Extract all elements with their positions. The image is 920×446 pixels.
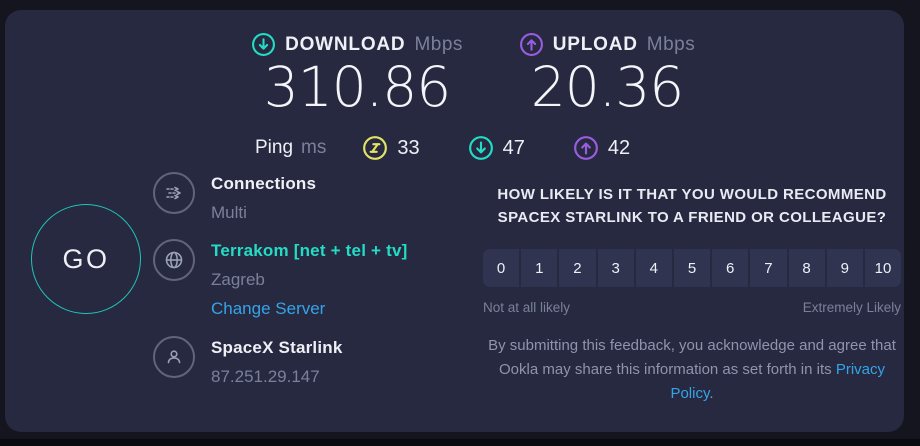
- isp-row: SpaceX Starlink 87.251.29.147: [153, 336, 343, 387]
- rating-box-2[interactable]: 2: [559, 249, 596, 287]
- ping-row: Ping ms 33 47: [255, 132, 630, 164]
- upload-unit: Mbps: [646, 33, 696, 55]
- connections-row: Connections Multi: [153, 172, 316, 223]
- isp-ip: 87.251.29.147: [211, 367, 320, 386]
- scale-max-label: Extremely Likely: [802, 300, 901, 315]
- feedback-question: HOW LIKELY IS IT THAT YOU WOULD RECOMMEN…: [497, 186, 887, 226]
- disclaimer-text-before: By submitting this feedback, you acknowl…: [488, 337, 896, 378]
- window-bottom-edge: [0, 439, 920, 446]
- upload-metric: UPLOAD Mbps 20.36: [477, 32, 737, 117]
- rating-box-3[interactable]: 3: [597, 249, 634, 287]
- download-unit: Mbps: [414, 33, 463, 55]
- download-arrow-icon: [251, 32, 276, 57]
- go-button[interactable]: GO: [31, 204, 141, 314]
- ping-download-value: 47: [502, 136, 525, 159]
- results-card: DOWNLOAD Mbps 310.86 UPLOAD Mbps 20.36 P…: [5, 10, 904, 432]
- ping-idle-item: 33: [362, 135, 420, 161]
- rating-box-7[interactable]: 7: [750, 249, 787, 287]
- connections-label: Connections: [211, 174, 317, 193]
- rating-box-9[interactable]: 9: [826, 249, 863, 287]
- disclaimer-text-after: .: [709, 385, 714, 402]
- scale-min-label: Not at all likely: [483, 300, 571, 315]
- feedback-disclaimer: By submitting this feedback, you acknowl…: [483, 334, 901, 406]
- server-row: Terrakom [net + tel + tv] Zagreb Change …: [153, 239, 407, 319]
- rating-box-1[interactable]: 1: [521, 249, 558, 287]
- rating-scale: 0 1 2 3 4 5 6 7 8 9 10: [483, 249, 901, 287]
- ping-download-item: 47: [468, 135, 525, 161]
- rating-box-6[interactable]: 6: [712, 249, 749, 287]
- server-location: Zagreb: [211, 270, 265, 289]
- globe-icon: [153, 239, 195, 281]
- ping-idle-value: 33: [397, 136, 420, 159]
- download-metric: DOWNLOAD Mbps 310.86: [227, 32, 487, 117]
- upload-arrow-icon: [519, 32, 544, 57]
- feedback-panel: HOW LIKELY IS IT THAT YOU WOULD RECOMMEN…: [483, 183, 901, 406]
- upload-label: UPLOAD: [552, 33, 638, 55]
- ping-upload-value: 42: [607, 136, 631, 159]
- server-name: Terrakom [net + tel + tv]: [211, 241, 408, 260]
- ping-upload-item: 42: [573, 135, 630, 161]
- upload-value: 20.36: [530, 55, 684, 119]
- person-icon: [153, 336, 195, 378]
- download-value: 310.86: [263, 55, 451, 119]
- rating-box-5[interactable]: 5: [673, 249, 711, 287]
- download-label: DOWNLOAD: [285, 33, 406, 55]
- ping-unit: ms: [301, 137, 327, 158]
- connections-icon: [153, 172, 195, 214]
- ping-idle-icon: [362, 135, 388, 161]
- change-server-link[interactable]: Change Server: [211, 299, 326, 318]
- rating-box-10[interactable]: 10: [864, 249, 901, 287]
- ping-label: Ping: [255, 137, 294, 158]
- connections-value: Multi: [211, 203, 247, 222]
- privacy-policy-link[interactable]: Privacy Policy: [670, 361, 885, 402]
- ping-upload-icon: [573, 135, 599, 161]
- rating-box-4[interactable]: 4: [635, 249, 672, 287]
- rating-box-8[interactable]: 8: [788, 249, 825, 287]
- isp-name: SpaceX Starlink: [211, 338, 343, 357]
- rating-box-0[interactable]: 0: [483, 249, 520, 287]
- ping-download-icon: [468, 135, 494, 161]
